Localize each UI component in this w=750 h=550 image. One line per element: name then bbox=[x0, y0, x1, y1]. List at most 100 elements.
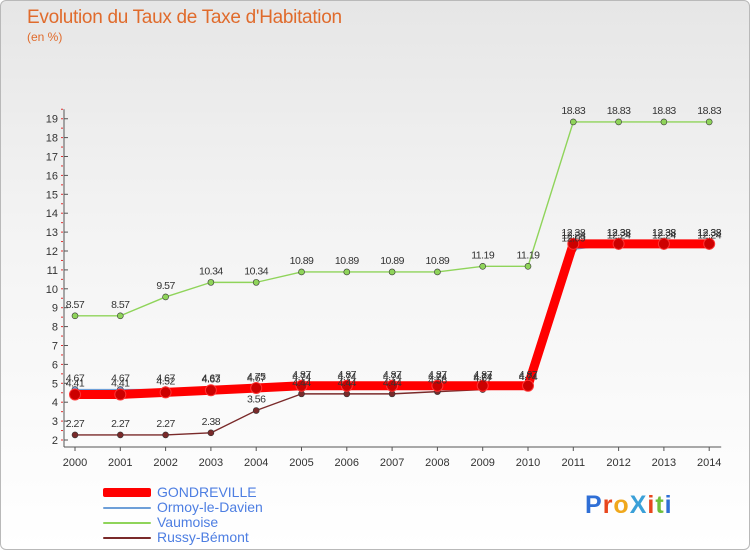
y-tick-label: 8 bbox=[52, 322, 58, 334]
data-point-vaumoise bbox=[388, 268, 396, 276]
legend-label-ormoy-le-davien: Ormoy-le-Davien bbox=[157, 499, 263, 515]
data-point-vaumoise bbox=[207, 279, 215, 286]
data-label-vaumoise: 10.89 bbox=[380, 255, 404, 267]
y-tick-label: 15 bbox=[46, 189, 58, 201]
data-point-gondreville bbox=[431, 379, 444, 392]
data-label-vaumoise: 9.57 bbox=[156, 280, 175, 292]
data-point-russy-bemont bbox=[71, 431, 79, 439]
x-tick-label: 2006 bbox=[335, 457, 359, 469]
data-label-ormoy-le-davien: 4.74 bbox=[383, 371, 402, 383]
y-tick-label: 11 bbox=[47, 265, 58, 277]
data-label-russy-bemont: 2.27 bbox=[156, 418, 175, 430]
chart-title: Evolution du Taux de Taxe d'Habitation bbox=[27, 7, 342, 28]
data-label-gondreville: 12.38 bbox=[607, 227, 631, 239]
data-point-gondreville bbox=[567, 237, 580, 250]
y-tick-label: 13 bbox=[46, 227, 58, 239]
data-point-gondreville bbox=[476, 379, 489, 392]
data-label-ormoy-le-davien: 4.67 bbox=[247, 373, 266, 385]
data-point-gondreville bbox=[250, 382, 263, 395]
data-point-vaumoise bbox=[117, 312, 124, 320]
y-tick-label: 7 bbox=[52, 341, 58, 353]
data-point-russy-bemont bbox=[162, 431, 169, 439]
y-tick-label: 5 bbox=[52, 378, 58, 390]
x-tick-label: 2003 bbox=[199, 457, 223, 469]
data-label-russy-bemont: 4.67 bbox=[473, 373, 492, 385]
data-label-gondreville: 4.75 bbox=[247, 371, 266, 383]
y-tick-label: 10 bbox=[46, 284, 58, 296]
x-tick-label: 2007 bbox=[380, 457, 404, 469]
data-label-ormoy-le-davien: 12.38 bbox=[607, 227, 631, 239]
data-point-vaumoise bbox=[524, 263, 532, 270]
data-point-gondreville bbox=[340, 379, 353, 392]
y-tick-label: 17 bbox=[46, 152, 58, 164]
logo-letter: r bbox=[602, 491, 614, 519]
data-label-russy-bemont: 4.44 bbox=[338, 377, 357, 389]
data-label-gondreville: 4.41 bbox=[66, 377, 85, 389]
x-tick-label: 2005 bbox=[289, 457, 313, 469]
data-label-russy-bemont: 2.38 bbox=[202, 416, 221, 428]
data-label-ormoy-le-davien: 4.74 bbox=[519, 371, 538, 383]
x-tick-label: 2013 bbox=[652, 457, 676, 469]
data-label-russy-bemont: 12.24 bbox=[607, 229, 631, 241]
data-label-russy-bemont: 12.24 bbox=[652, 229, 676, 241]
data-point-gondreville bbox=[69, 388, 81, 401]
data-point-gondreville bbox=[657, 237, 670, 250]
legend-item-vaumoise: Vaumoise bbox=[103, 515, 263, 530]
logo-letter: P bbox=[585, 491, 603, 519]
data-point-gondreville bbox=[703, 237, 716, 250]
data-label-russy-bemont: 4.44 bbox=[383, 377, 402, 389]
y-tick-label: 4 bbox=[52, 397, 58, 409]
data-label-vaumoise: 10.34 bbox=[244, 265, 268, 277]
data-label-vaumoise: 11.19 bbox=[471, 249, 495, 261]
data-point-vaumoise bbox=[434, 268, 441, 276]
data-point-vaumoise bbox=[162, 293, 169, 301]
data-label-ormoy-le-davien: 12.38 bbox=[697, 227, 721, 239]
legend-swatch-ormoy-le-davien bbox=[103, 506, 151, 509]
data-label-gondreville: 12.38 bbox=[652, 227, 676, 239]
data-point-vaumoise bbox=[660, 118, 668, 126]
x-tick-label: 2001 bbox=[108, 457, 132, 469]
data-label-gondreville: 4.87 bbox=[519, 369, 538, 381]
data-label-ormoy-le-davien: 4.74 bbox=[292, 371, 311, 383]
data-point-russy-bemont bbox=[207, 429, 215, 437]
data-label-vaumoise: 18.83 bbox=[607, 105, 631, 117]
legend: GONDREVILLE Ormoy-le-Davien Vaumoise Rus… bbox=[103, 485, 263, 545]
y-tick-label: 16 bbox=[46, 170, 58, 182]
y-tick-label: 18 bbox=[46, 133, 58, 145]
data-label-gondreville: 4.87 bbox=[428, 369, 447, 381]
y-tick-label: 2 bbox=[52, 435, 58, 447]
data-point-vaumoise bbox=[252, 279, 260, 286]
data-label-vaumoise: 18.83 bbox=[652, 105, 676, 117]
data-label-gondreville: 4.52 bbox=[156, 375, 175, 387]
proxiti-logo: ProXiti bbox=[585, 491, 673, 520]
data-point-vaumoise bbox=[705, 118, 713, 126]
legend-swatch-gondreville bbox=[103, 488, 151, 497]
chart-subtitle: (en %) bbox=[27, 30, 63, 44]
y-tick-label: 3 bbox=[52, 416, 58, 428]
data-label-ormoy-le-davien: 12.38 bbox=[652, 227, 676, 239]
data-point-russy-bemont bbox=[343, 390, 351, 398]
legend-label-gondreville: GONDREVILLE bbox=[157, 484, 257, 500]
logo-letter: i bbox=[647, 491, 656, 519]
legend-item-russy-bemont: Russy-Bémont bbox=[103, 530, 263, 545]
legend-item-gondreville: GONDREVILLE bbox=[103, 485, 263, 500]
y-tick-label: 14 bbox=[46, 208, 58, 220]
data-point-russy-bemont bbox=[298, 390, 305, 398]
data-label-vaumoise: 8.57 bbox=[66, 299, 85, 311]
data-label-vaumoise: 10.34 bbox=[199, 265, 223, 277]
data-label-ormoy-le-davien: 4.74 bbox=[338, 371, 357, 383]
data-label-ormoy-le-davien: 4.74 bbox=[473, 371, 492, 383]
data-label-ormoy-le-davien: 12.09 bbox=[561, 232, 585, 244]
data-point-gondreville bbox=[295, 379, 308, 392]
data-label-gondreville: 4.87 bbox=[473, 369, 492, 381]
y-tick-label: 9 bbox=[52, 303, 58, 315]
data-label-vaumoise: 8.57 bbox=[111, 299, 130, 311]
data-label-ormoy-le-davien: 4.74 bbox=[428, 371, 447, 383]
data-label-ormoy-le-davien: 4.67 bbox=[66, 373, 85, 385]
data-label-gondreville: 4.87 bbox=[383, 369, 402, 381]
legend-swatch-vaumoise bbox=[103, 521, 151, 524]
data-point-gondreville bbox=[114, 388, 127, 401]
data-point-russy-bemont bbox=[252, 407, 260, 414]
data-label-russy-bemont: 12.24 bbox=[697, 229, 721, 241]
